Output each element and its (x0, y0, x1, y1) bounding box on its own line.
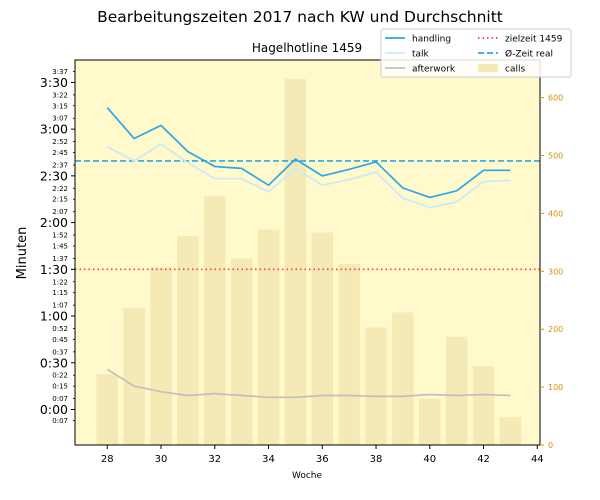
y-minor-tick-label: 2:52 (52, 138, 68, 146)
y-minor-tick-label: 1:15 (52, 289, 68, 297)
y2-tick-label: 600 (548, 94, 563, 103)
legend-label: afterwork (412, 65, 456, 75)
x-tick-label: 36 (316, 454, 329, 465)
y-minor-tick-label: 0:45 (52, 336, 68, 344)
x-axis-label: Woche (292, 471, 323, 481)
y-tick-label: 2:00 (40, 215, 68, 230)
y-minor-tick-label: 0:52 (52, 325, 68, 333)
chart-title: Bearbeitungszeiten 2017 nach KW und Durc… (97, 8, 503, 26)
x-tick-label: 44 (531, 454, 544, 465)
x-tick-label: 42 (477, 454, 490, 465)
y-minor-tick-label: 0:37 (52, 348, 68, 356)
y-minor-tick-label: 2:07 (52, 208, 68, 216)
y-tick-label: 2:30 (40, 168, 68, 183)
calls-bar (257, 229, 280, 445)
chart-subtitle: Hagelhotline 1459 (252, 41, 362, 55)
y-minor-tick-label: 1:22 (52, 278, 68, 286)
x-tick-label: 30 (155, 454, 168, 465)
calls-bars (96, 79, 522, 446)
calls-bar (445, 336, 468, 445)
reference-lines (75, 160, 540, 271)
calls-bar (499, 417, 522, 445)
calls-bar (472, 366, 495, 445)
legend-label: zielzeit 1459 (505, 35, 563, 45)
y-tick-label: 1:30 (40, 262, 68, 277)
y2-tick-label: 100 (548, 383, 563, 392)
legend-swatch (478, 64, 498, 72)
y-tick-label: 0:30 (40, 355, 68, 370)
legend: handling talk afterwork zielzeit 1459 Ø-Zeit… (380, 28, 572, 78)
y-minor-tick-label: 3:07 (52, 115, 68, 123)
y-minor-tick-label: 3:15 (52, 102, 68, 110)
calls-bar (392, 312, 414, 445)
y-minor-tick-label: 2:22 (52, 185, 68, 193)
y-minor-tick-label: 0:07 (52, 417, 68, 425)
x-tick-label: 40 (423, 454, 436, 465)
calls-bar (204, 196, 226, 445)
calls-bar (284, 79, 307, 446)
y2-tick-label: 400 (548, 209, 563, 218)
x-axis: 28 30 32 34 36 38 40 42 44 (101, 445, 544, 465)
legend-frame (380, 28, 572, 78)
y-minor-tick-label: 1:52 (52, 232, 68, 240)
y-tick-label: 1:00 (40, 309, 68, 324)
calls-bar (365, 327, 387, 445)
y-minor-tick-label: 1:37 (52, 255, 68, 263)
calls-bar (311, 232, 334, 445)
calls-bar (177, 236, 199, 445)
calls-bar (96, 374, 119, 445)
x-tick-label: 28 (101, 454, 114, 465)
y2-tick-label: 200 (548, 325, 563, 334)
y-minor-tick-label: 0:07 (52, 395, 68, 403)
y-minor-tick-label: 2:45 (52, 149, 68, 157)
y-minor-tick-label: 1:45 (52, 242, 68, 250)
legend-label: calls (505, 65, 525, 75)
y-minor-tick-label: 0:15 (52, 383, 68, 391)
calls-bar (419, 398, 441, 445)
legend-label: talk (412, 50, 430, 60)
y-tick-label: 3:00 (40, 122, 68, 137)
y-minor-tick-label: 2:37 (52, 161, 68, 169)
y2-tick-label: 0 (548, 441, 553, 450)
series-line (106, 368, 511, 399)
y-minor-tick-label: 0:22 (52, 372, 68, 380)
y-axis-label: Minuten (15, 227, 30, 280)
calls-bar (150, 267, 172, 445)
x-tick-label: 34 (262, 454, 275, 465)
y-axis-right: 0 100 200 300 400 500 600 (540, 94, 563, 450)
y-minor-tick-label: 3:22 (52, 91, 68, 99)
y2-tick-label: 300 (548, 267, 563, 276)
x-tick-label: 32 (208, 454, 221, 465)
calls-bar (338, 263, 360, 445)
series-line (106, 107, 511, 199)
series-lines (106, 107, 511, 399)
legend-label: Ø-Zeit real (505, 49, 553, 60)
series-line (106, 143, 511, 209)
calls-bar (230, 258, 253, 445)
y-minor-tick-label: 2:15 (52, 196, 68, 204)
y-minor-tick-label: 3:37 (52, 68, 68, 76)
y-tick-label: 0:00 (40, 402, 68, 417)
plot-frame (74, 59, 541, 446)
y2-tick-label: 500 (548, 152, 563, 161)
x-tick-label: 38 (370, 454, 383, 465)
y-minor-tick-label: 1:07 (52, 302, 68, 310)
calls-bar (123, 307, 145, 445)
legend-label: handling (412, 35, 451, 45)
y-tick-label: 3:30 (40, 75, 68, 90)
y-axis-left: 0:00 0:30 1:00 1:30 2:00 2:30 3:00 3:30 0:07 0:07… (40, 68, 75, 425)
